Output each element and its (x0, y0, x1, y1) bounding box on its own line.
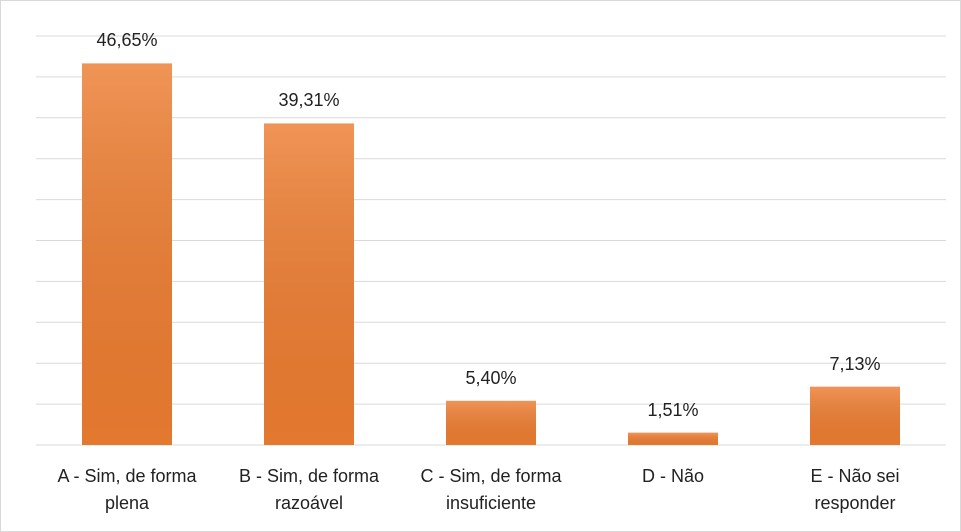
x-tick-label: B - Sim, de forma razoável (238, 466, 380, 513)
bar-shade (628, 432, 718, 445)
x-tick-label: C - Sim, de forma insuficiente (420, 466, 562, 513)
x-tick-label: A - Sim, de forma plena (57, 466, 197, 513)
bar-shade (264, 123, 354, 445)
value-label: 39,31% (278, 90, 340, 111)
value-label: 1,51% (647, 399, 699, 420)
x-tick-label: E - Não sei responder (810, 466, 900, 513)
bar-shade (446, 400, 536, 445)
bar-shade (810, 386, 900, 445)
value-label: 46,65% (96, 30, 158, 51)
value-label: 7,13% (829, 353, 881, 374)
x-tick-label: D - Não (641, 466, 704, 486)
value-label: 5,40% (465, 367, 517, 388)
bar-shade (82, 63, 172, 445)
